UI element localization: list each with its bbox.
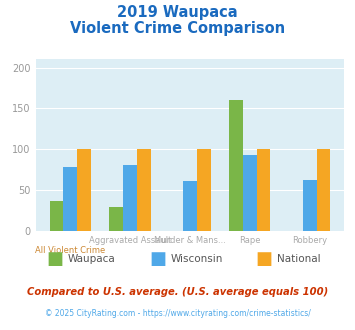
Text: ■: ■ xyxy=(256,250,273,268)
Bar xyxy=(229,100,243,231)
Text: National: National xyxy=(277,254,321,264)
Bar xyxy=(137,149,151,231)
Text: ■: ■ xyxy=(46,250,63,268)
Text: Wisconsin: Wisconsin xyxy=(170,254,223,264)
Bar xyxy=(243,155,257,231)
Text: Aggravated Assault: Aggravated Assault xyxy=(89,236,171,245)
Bar xyxy=(63,167,77,231)
Bar xyxy=(317,149,330,231)
Bar xyxy=(197,149,211,231)
Text: Robbery: Robbery xyxy=(292,236,327,245)
Text: All Violent Crime: All Violent Crime xyxy=(35,246,105,255)
Bar xyxy=(123,165,137,231)
Bar xyxy=(50,201,63,231)
Text: © 2025 CityRating.com - https://www.cityrating.com/crime-statistics/: © 2025 CityRating.com - https://www.city… xyxy=(45,309,310,317)
Bar xyxy=(303,180,317,231)
Bar xyxy=(257,149,271,231)
Bar xyxy=(183,181,197,231)
Text: Violent Crime Comparison: Violent Crime Comparison xyxy=(70,21,285,36)
Text: 2019 Waupaca: 2019 Waupaca xyxy=(117,5,238,20)
Text: Waupaca: Waupaca xyxy=(67,254,115,264)
Bar xyxy=(77,149,91,231)
Text: Compared to U.S. average. (U.S. average equals 100): Compared to U.S. average. (U.S. average … xyxy=(27,287,328,297)
Bar xyxy=(109,207,123,231)
Text: Rape: Rape xyxy=(239,236,261,245)
Text: ■: ■ xyxy=(149,250,166,268)
Text: Murder & Mans...: Murder & Mans... xyxy=(154,236,226,245)
